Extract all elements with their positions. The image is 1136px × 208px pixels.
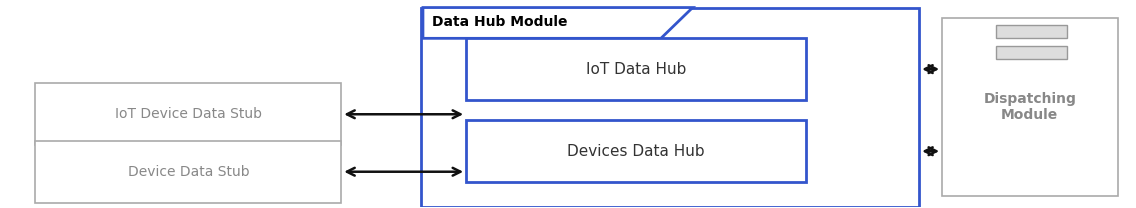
Text: Data Hub Module: Data Hub Module [432,15,568,29]
Text: IoT Device Data Stub: IoT Device Data Stub [115,107,262,121]
Bar [466,120,805,182]
Text: Dispatching
Module: Dispatching Module [984,92,1076,122]
Text: Device Data Stub: Device Data Stub [127,165,249,179]
Bar [35,141,341,203]
Polygon shape [423,7,693,38]
Bar [420,7,919,207]
Text: IoT Data Hub: IoT Data Hub [586,62,686,77]
Bar [942,18,1118,196]
Bar [996,25,1067,38]
Bar [996,46,1067,59]
Bar [466,38,805,100]
Bar [35,83,341,145]
Text: Devices Data Hub: Devices Data Hub [567,144,704,159]
